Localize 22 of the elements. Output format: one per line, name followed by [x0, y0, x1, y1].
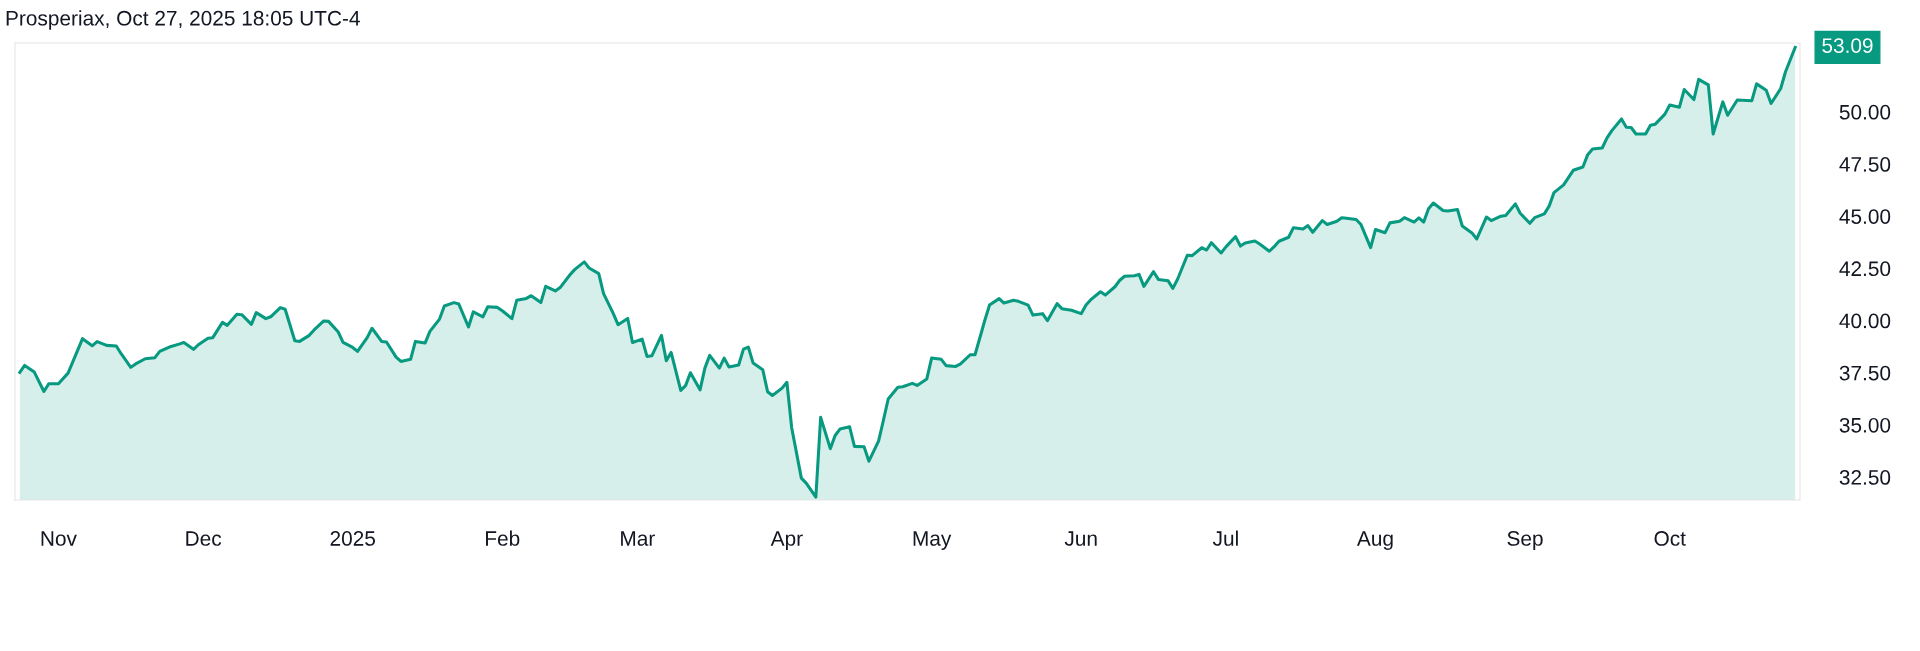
- x-tick-label: Apr: [770, 531, 803, 550]
- x-tick-label: 2025: [330, 531, 375, 546]
- y-tick-label: 32.50: [1839, 470, 1891, 485]
- x-tick-label: May: [913, 531, 952, 550]
- x-tick-label: Jun: [1064, 531, 1097, 546]
- x-tick-label: Feb: [486, 530, 520, 546]
- x-tick-label: Oct: [1654, 531, 1686, 546]
- y-tick-label: 37.50: [1839, 365, 1891, 381]
- y-tick-label: 47.50: [1839, 157, 1891, 172]
- x-tick-label: Dec: [186, 531, 222, 546]
- x-tick-label: Sep: [1507, 531, 1543, 550]
- annotation: 53.09: [1822, 38, 1873, 53]
- y-tick-label: 50.00: [1839, 104, 1891, 120]
- y-tick-label: 42.50: [1839, 261, 1891, 277]
- x-tick-label: Aug: [1356, 531, 1393, 550]
- x-tick-label: Nov: [41, 531, 77, 546]
- text: Prosperiax, Oct 27, 2025 18:05 UTC-4: [6, 10, 360, 30]
- y-tick-label: 45.00: [1839, 209, 1891, 224]
- y-tick-label: 40.00: [1839, 313, 1891, 329]
- y-tick-label: 35.00: [1839, 417, 1891, 433]
- x-tick-label: Jul: [1212, 530, 1238, 546]
- x-tick-label: Mar: [621, 531, 655, 546]
